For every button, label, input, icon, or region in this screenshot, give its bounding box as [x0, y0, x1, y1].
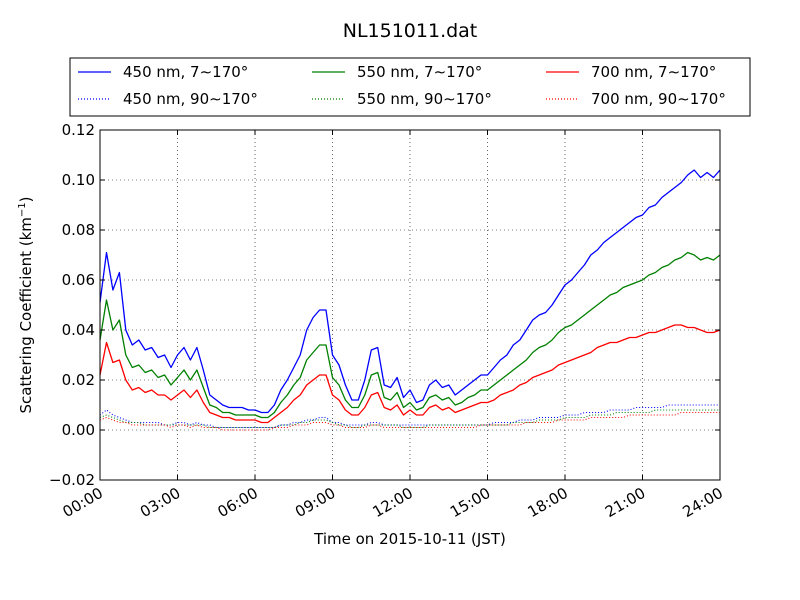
legend-frame: [69, 57, 751, 117]
x-tick-label: 00:00: [60, 484, 106, 521]
y-tick-label: 0.08: [62, 221, 95, 239]
x-axis-label: Time on 2015-10-11 (JST): [313, 530, 506, 548]
grid: [100, 130, 720, 480]
y-axis-label: Scattering Coefficient (km−1): [17, 196, 35, 413]
series-line-6: [99, 411, 720, 431]
legend-label: 450 nm, 7∼170°: [123, 63, 248, 81]
x-tick-label: 06:00: [215, 484, 261, 521]
x-tick-label: 03:00: [137, 484, 183, 521]
legend-label: 450 nm, 90∼170°: [123, 90, 258, 108]
legend-label: 700 nm, 90∼170°: [591, 90, 726, 108]
y-axis-label-close: ): [17, 196, 35, 202]
y-tick-label: 0.02: [62, 371, 95, 389]
series-line-3: [99, 324, 721, 424]
y-tick-label: 0.12: [62, 121, 95, 139]
legend-label: 700 nm, 7∼170°: [591, 63, 716, 81]
y-axis-label-exponent: −1: [17, 202, 28, 217]
legend-label: 550 nm, 7∼170°: [357, 63, 482, 81]
legend-label: 550 nm, 90∼170°: [357, 90, 492, 108]
y-tick-label: 0.06: [62, 271, 95, 289]
x-tick-label: 21:00: [602, 484, 648, 521]
plot-lines: [99, 169, 721, 431]
y-tick-label: −0.02: [49, 471, 95, 489]
x-tick-label: 12:00: [370, 484, 416, 521]
y-tick-label: 0.00: [62, 421, 95, 439]
axes: 00:00 03:00 06:00 09:00 12:00 15:00 18:00 21:00…: [49, 121, 726, 521]
chart-title: NL151011.dat: [343, 20, 478, 42]
x-tick-label: 24:00: [680, 484, 726, 521]
y-axis-label-main: Scattering Coefficient (km: [17, 217, 35, 413]
series-line-5: [99, 409, 720, 429]
x-tick-label: 18:00: [525, 484, 571, 521]
y-tick-label: 0.10: [62, 171, 95, 189]
x-tick-label: 09:00: [292, 484, 338, 521]
series-line-1: [99, 169, 721, 414]
x-tick-label: 15:00: [447, 484, 493, 521]
y-tick-label: 0.04: [62, 321, 95, 339]
series-line-2: [99, 251, 721, 419]
legend: 450 nm, 7∼170° 550 nm, 7∼170° 700 nm, 7∼17…: [69, 57, 751, 117]
